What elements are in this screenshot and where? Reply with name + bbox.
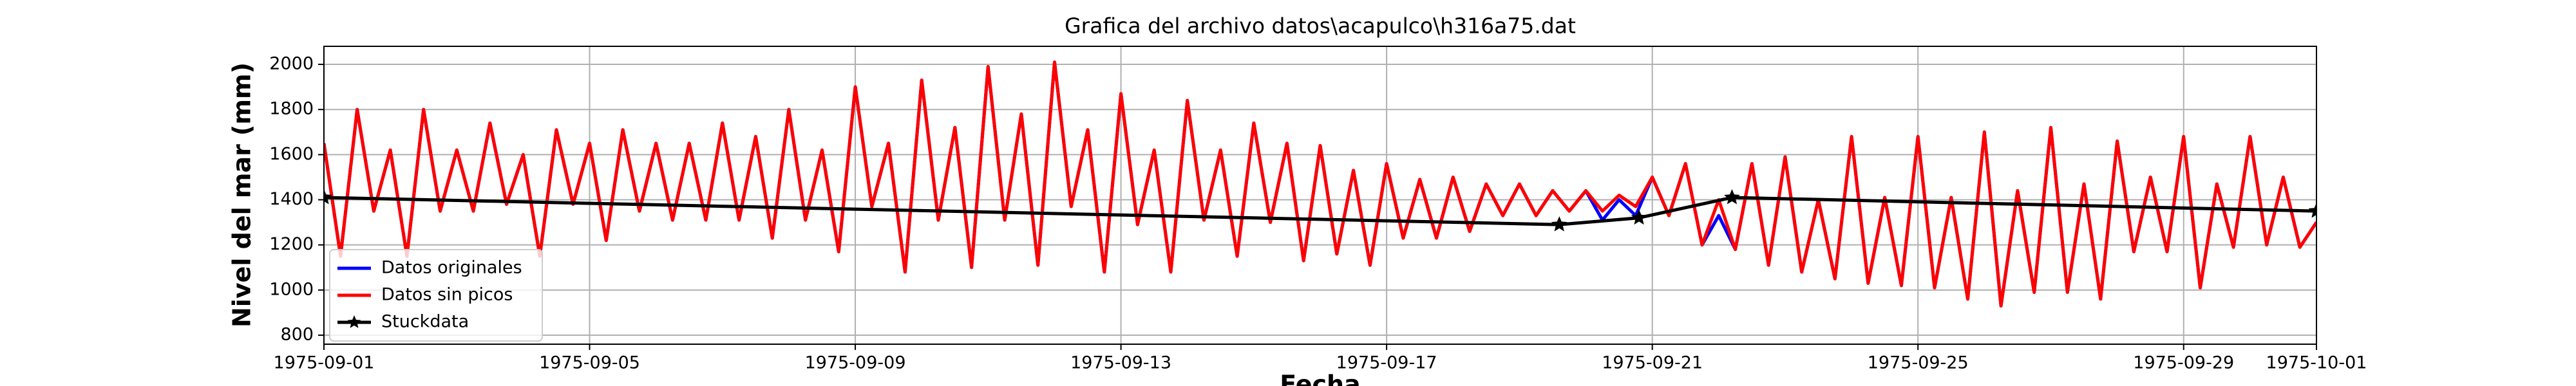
x-tick-label: 1975-09-17 [1336,353,1437,373]
ticks: 800 1000 1200 1400 1600 1800 2000 1975-09-01 197… [269,54,2367,373]
y-tick-label: 1400 [269,189,314,209]
x-tick-label: 1975-09-21 [1602,353,1703,373]
y-tick-label: 1200 [269,234,314,254]
y-tick-label: 2000 [269,54,314,74]
series-marker [1724,189,1740,205]
x-tick-label: 1975-09-09 [805,353,906,373]
y-tick-label: 1800 [269,99,314,119]
plot-area [324,46,2316,344]
y-axis-label: Nivel del mar (mm) [228,62,256,327]
series-marker [2308,203,2316,218]
y-tick-label: 1600 [269,144,314,164]
x-tick-label: 1975-09-05 [539,353,640,373]
legend-label: Stuckdata [381,312,469,332]
x-tick-label: 1975-09-25 [1868,353,1969,373]
legend-label: Datos sin picos [381,285,513,305]
series-marker [324,189,332,205]
legend-marker [347,315,361,328]
chart-title: Grafica del archivo datos\acapulco\h316a… [1065,14,1576,39]
x-tick-label: 1975-09-13 [1070,353,1171,373]
legend-label: Datos originales [381,258,522,278]
series-line [324,60,2316,308]
x-tick-label: 1975-10-01 [2266,353,2367,373]
series-marker [1631,209,1647,225]
grid [323,46,2317,344]
y-tick-label: 1000 [269,279,314,299]
lines [324,60,2316,308]
legend: Datos originales Datos sin picos Stuckdata [329,249,543,342]
x-axis-label: Fecha [1280,371,1360,386]
x-tick-label: 1975-09-01 [274,353,375,373]
series-marker [1551,216,1567,232]
x-tick-label: 1975-09-29 [2133,353,2234,373]
plot-frame [323,46,2317,345]
y-tick-label: 800 [280,324,314,344]
legend-box [329,249,543,342]
